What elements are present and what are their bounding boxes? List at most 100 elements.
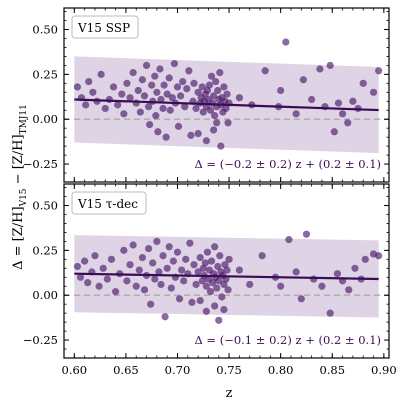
fit-line [74,272,379,281]
x-tick-label: 0.75 [216,363,242,377]
y-axis-label-mid: − [Z/H] [11,134,26,188]
data-point [212,77,220,86]
panel-frame [63,7,390,183]
data-point [210,126,218,134]
data-point [81,257,89,265]
data-point [192,104,200,113]
data-point [206,106,215,114]
data-point [369,88,378,96]
x-tick-label: 0.85 [319,363,345,377]
data-point [338,110,347,118]
data-point [91,252,99,260]
y-axis-label: Δ = [Z/H]V15 − [Z/H]TMJ11 [11,104,29,270]
y-axis-label-sub1: V15 [19,188,29,207]
data-point [157,280,165,289]
data-point [155,268,163,276]
data-point [107,255,116,263]
data-point [161,313,169,321]
data-point [205,81,214,89]
y-tick-label: −0.25 [23,157,58,171]
data-point [326,61,334,70]
data-point [173,83,182,91]
data-point [213,284,221,292]
data-point [149,259,157,267]
panel-label-text: V15 τ-dec [77,197,138,211]
data-point [174,122,183,130]
data-point [84,279,92,287]
data-point [126,94,134,102]
data-point [82,101,90,109]
data-point [99,264,107,272]
data-point [129,68,137,77]
data-point [206,288,215,296]
data-point [165,243,173,251]
data-point [153,88,161,96]
data-point [202,282,210,290]
data-point [151,72,159,80]
data-point [163,90,171,98]
data-point [258,252,266,260]
data-point [190,261,198,269]
data-point [190,79,198,87]
data-point [138,76,147,84]
data-point [169,257,177,265]
data-point [225,255,233,263]
data-point [118,90,126,98]
plot-area [64,38,389,154]
data-point [198,83,206,91]
data-point [208,279,217,287]
fit-annotation: Δ = (−0.2 ± 0.2) z + (0.2 ± 0.1) [194,157,381,171]
data-point [297,295,305,303]
data-point [194,129,202,138]
y-axis-label-sub2: TMJ11 [19,104,29,134]
data-point [316,65,324,73]
data-point [185,67,193,75]
panel-label-text: V15 SSP [77,21,130,35]
data-point [168,94,176,102]
data-point [292,268,300,276]
data-point [223,266,231,274]
data-point [114,101,122,109]
data-point [277,86,285,95]
data-point [167,284,175,292]
data-point [73,262,82,271]
data-point [140,286,149,294]
data-point [138,253,147,262]
data-point [330,128,338,136]
data-point [216,252,224,260]
data-point [103,275,111,283]
data-point [142,61,151,70]
data-point [176,92,185,100]
data-point [211,302,219,310]
data-point [216,68,224,77]
data-point [173,248,182,256]
data-point [223,90,231,98]
data-point [156,65,164,73]
data-point [196,253,204,262]
data-point [132,282,140,290]
data-point [165,74,173,82]
data-point [202,137,210,145]
data-point [120,246,128,254]
data-point [218,293,226,301]
data-point [214,262,222,271]
data-point [220,305,228,314]
data-point [214,86,222,95]
data-point [246,280,254,289]
data-point [97,70,105,78]
data-point [181,103,189,111]
data-point [359,79,367,87]
fit-annotation: Δ = (−0.1 ± 0.2) z + (0.2 ± 0.1) [194,333,381,347]
data-point [76,273,85,281]
data-point [163,264,171,272]
data-point [318,282,326,290]
data-point [154,128,162,136]
data-point [134,86,142,95]
data-point [215,316,223,324]
data-point [220,83,228,91]
data-point [186,239,194,247]
data-point [146,120,154,129]
data-point [349,97,357,105]
plot-area [64,230,389,324]
